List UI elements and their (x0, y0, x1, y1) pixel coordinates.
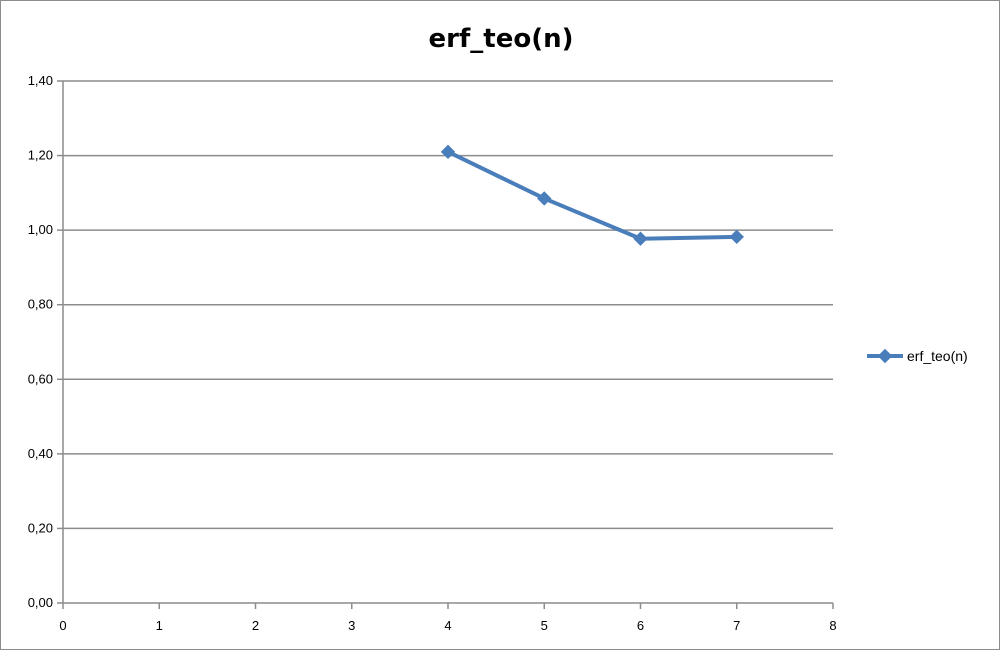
x-tick-label: 2 (252, 618, 259, 633)
series-line (447, 150, 737, 241)
x-tick-label: 1 (156, 618, 163, 633)
axis-layer: 0,00 0,20 0,40 0,60 0,80 1,00 1,20 1,40 0 1 2 3 4 5 6 7… (28, 73, 837, 633)
y-tick-label: 0,20 (28, 520, 53, 535)
data-point (633, 231, 648, 246)
x-tick-label: 3 (348, 618, 355, 633)
data-point (440, 144, 456, 160)
y-tick-label: 0,60 (28, 371, 53, 386)
y-tick-label: 1,20 (28, 148, 53, 163)
legend-label: erf_teo(n) (907, 348, 968, 364)
y-tick-label: 1,40 (28, 73, 53, 88)
chart-title: erf_teo(n) (429, 24, 574, 54)
x-tick-label: 6 (637, 618, 644, 633)
y-tick-label: 0,80 (28, 297, 53, 312)
y-tick-label: 1,00 (28, 222, 53, 237)
series-layer (440, 144, 744, 246)
y-tick-label: 0,00 (28, 595, 53, 610)
x-tick-label: 7 (733, 618, 740, 633)
legend-marker-swatch (877, 348, 893, 364)
y-tick-label: 0,40 (28, 446, 53, 461)
data-point (729, 229, 744, 245)
x-tick-label: 4 (444, 618, 451, 633)
x-tick-label: 5 (541, 618, 548, 633)
data-point (537, 191, 552, 206)
x-tick-label: 8 (829, 618, 836, 633)
x-tick-label: 0 (59, 618, 66, 633)
legend: erf_teo(n) (867, 348, 968, 364)
